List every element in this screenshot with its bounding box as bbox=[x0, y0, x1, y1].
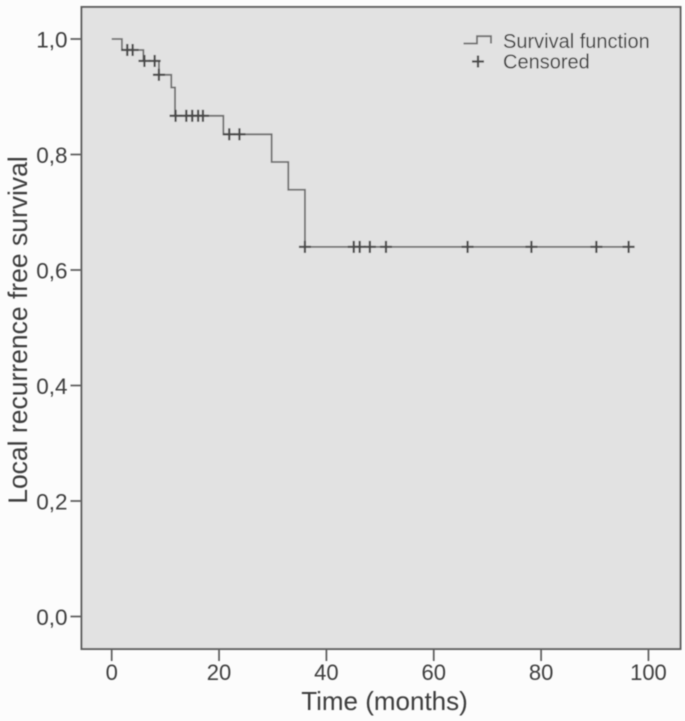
x-axis-title: Time (months) bbox=[301, 686, 468, 716]
legend-plus-icon bbox=[472, 55, 484, 68]
censor-mark bbox=[353, 240, 366, 253]
x-tick-label: 60 bbox=[422, 660, 446, 685]
censor-mark bbox=[590, 240, 603, 253]
y-tick-label: 0,0 bbox=[36, 605, 67, 630]
censored-marks bbox=[121, 43, 635, 253]
legend: Survival function Censored bbox=[463, 31, 650, 74]
censor-mark bbox=[525, 240, 538, 253]
censor-mark bbox=[298, 240, 311, 253]
censor-mark bbox=[169, 109, 182, 122]
y-tick-label: 0,8 bbox=[36, 143, 67, 168]
x-tick-label: 100 bbox=[630, 660, 667, 685]
censor-mark bbox=[126, 43, 139, 56]
x-tick-label: 0 bbox=[106, 660, 118, 685]
censor-mark bbox=[138, 54, 151, 67]
censor-mark bbox=[622, 240, 635, 253]
censor-mark bbox=[363, 240, 376, 253]
y-axis-ticks: 0,0 0,2 0,4 0,6 0,8 1,0 bbox=[36, 28, 81, 630]
x-tick-label: 40 bbox=[314, 660, 338, 685]
censor-mark bbox=[196, 109, 209, 122]
x-axis-ticks: 0 20 40 60 80 100 bbox=[106, 650, 667, 685]
survival-curve bbox=[111, 38, 631, 248]
plot-frame bbox=[80, 6, 682, 650]
censor-mark bbox=[223, 128, 236, 141]
legend-plus-mark bbox=[472, 55, 484, 68]
x-tick-label: 80 bbox=[529, 660, 553, 685]
plot-area bbox=[81, 7, 681, 649]
y-tick-label: 0,6 bbox=[36, 259, 67, 284]
censor-mark bbox=[461, 240, 474, 253]
censor-mark bbox=[148, 54, 161, 67]
legend-label-survival-function: Survival function bbox=[503, 31, 650, 53]
y-tick-label: 1,0 bbox=[36, 28, 67, 53]
y-tick-label: 0,4 bbox=[36, 374, 67, 399]
x-tick-label: 20 bbox=[207, 660, 231, 685]
censor-mark bbox=[379, 240, 392, 253]
y-axis-title: Local recurrence free survival bbox=[3, 156, 33, 504]
y-tick-label: 0,2 bbox=[36, 490, 67, 515]
censor-mark bbox=[233, 128, 246, 141]
legend-label-censored: Censored bbox=[503, 52, 590, 74]
legend-step-line-icon bbox=[463, 35, 492, 45]
censor-mark bbox=[152, 68, 165, 81]
